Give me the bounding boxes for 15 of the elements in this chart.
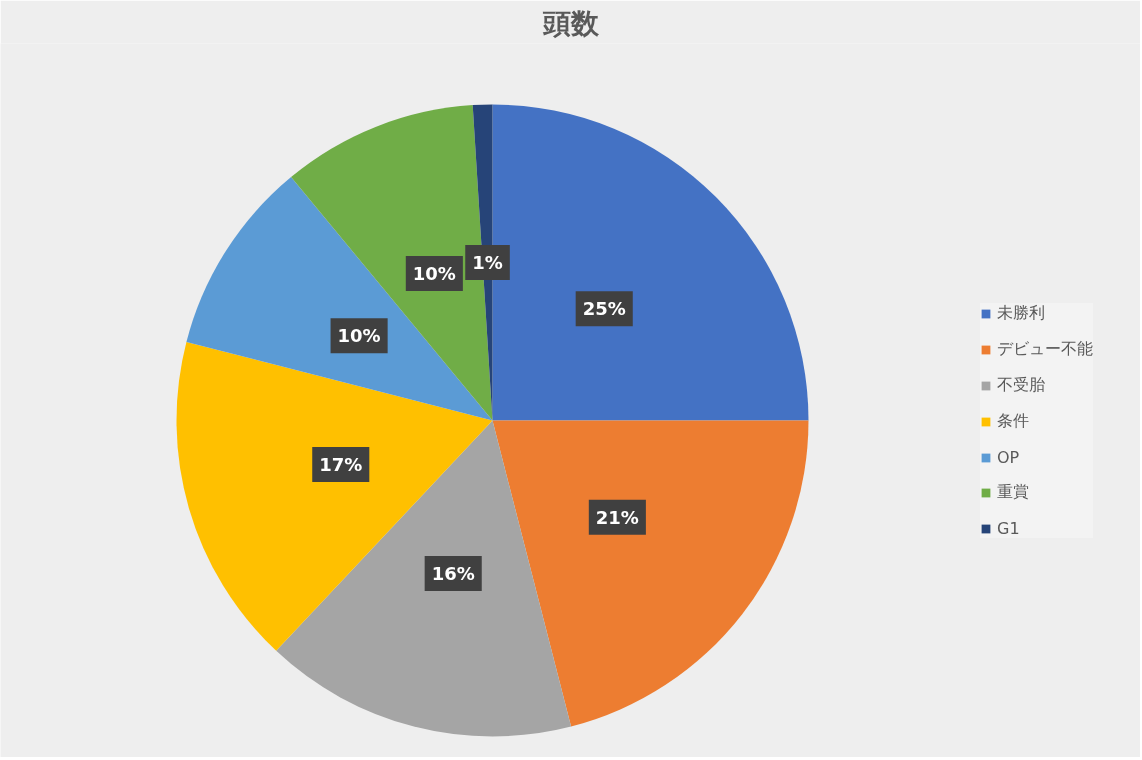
data-label: 10%	[412, 263, 456, 285]
legend-label: OP	[997, 447, 1020, 467]
chart-title: 頭数	[541, 6, 600, 40]
data-label: 25%	[582, 298, 626, 320]
legend-label: 未勝利	[997, 303, 1045, 324]
legend-label: 重賞	[997, 482, 1029, 503]
legend-label: G1	[997, 518, 1020, 538]
data-label: 17%	[319, 454, 363, 476]
legend-label: デビュー不能	[997, 339, 1093, 360]
legend-label: 不受胎	[997, 375, 1045, 396]
legend-label: 条件	[997, 411, 1029, 432]
data-label: 10%	[337, 325, 381, 347]
data-label: 16%	[431, 563, 475, 585]
data-label: 21%	[595, 506, 639, 528]
data-label: 1%	[472, 252, 503, 274]
